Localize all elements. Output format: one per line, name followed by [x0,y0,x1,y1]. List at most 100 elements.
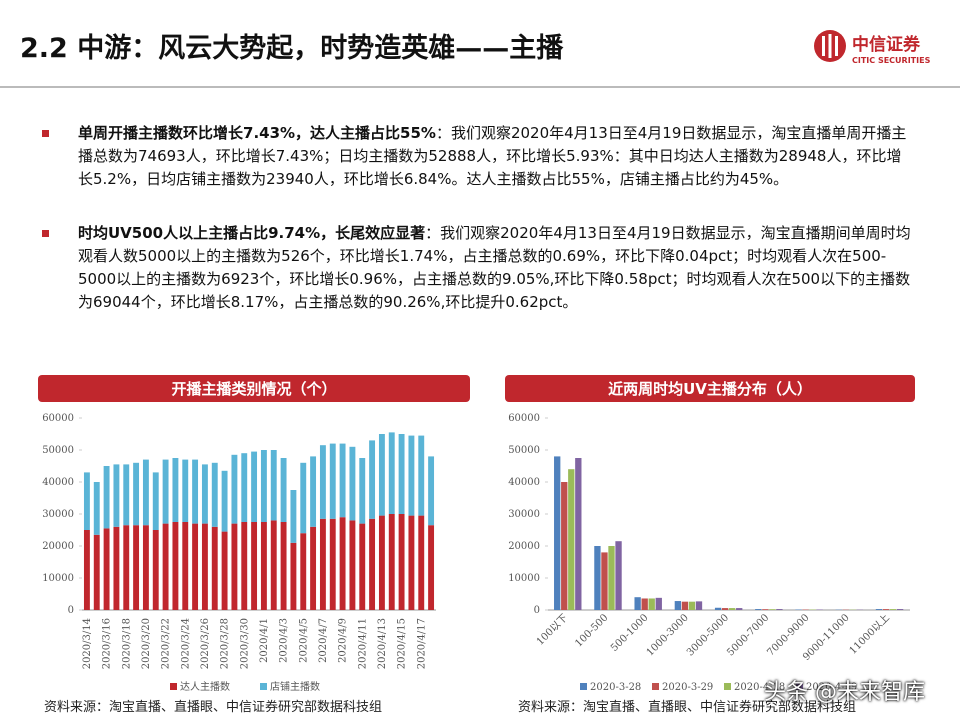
legend-label: 2020-3-28 [590,682,641,693]
bar-segment [339,517,346,610]
bar-segment [241,522,248,610]
x-tick-label: 2020/3/20 [141,618,152,669]
legend-swatch [652,683,659,690]
bar [695,601,703,610]
bar-segment [260,450,267,522]
legend-swatch [796,683,803,690]
x-tick-label: 5000-7000 [725,612,771,658]
bar-segment [162,523,169,610]
bar-segment [428,456,435,526]
bar-segment [231,454,238,524]
bar [634,597,641,610]
bar [561,482,568,610]
legend-swatch [724,683,731,690]
bar-segment [123,464,130,526]
x-tick-label: 11000以上 [847,612,892,657]
bar-segment [162,459,169,524]
legend-swatch [580,683,587,690]
bar-segment [300,533,307,610]
bar-segment [152,472,159,530]
x-tick-label: 2020/4/13 [377,618,388,669]
bar-segment [310,526,317,610]
x-tick-label: 2020/3/24 [180,618,191,669]
bar-segment [290,542,297,610]
y-tick-label: 30000 [42,509,74,520]
x-tick-label: 100-500 [573,612,610,649]
bar-segment [201,523,208,610]
legend-label: 2020-4-18 [734,682,785,693]
bar [554,456,561,610]
bar [882,609,890,610]
bar-segment [260,522,267,610]
x-tick-label: 2020/4/15 [397,618,408,669]
x-tick-label: 2020/4/5 [298,618,309,663]
bar-segment [339,443,346,518]
bullet: 时均UV500人以上主播占比9.74%，长尾效应显著：我们观察2020年4月13… [42,222,914,314]
bar-segment [310,456,317,527]
bar [575,458,582,610]
legend-swatch [170,683,177,690]
bar [608,546,615,610]
x-tick-label: 2020/4/7 [318,618,329,663]
watermark: 头条 @未来智库 [764,680,925,705]
bar [714,607,722,610]
bar-segment [182,522,189,610]
x-tick-label: 1000-3000 [645,612,691,658]
x-tick-label: 2020/4/3 [279,618,290,663]
bar-segment [359,523,366,610]
bar [601,552,608,610]
bar-segment [172,522,179,610]
bar-segment [280,458,287,522]
bar-segment [369,440,376,519]
x-tick-label: 2020/4/17 [416,618,427,669]
bar-segment [231,523,238,610]
logo-graphic: 中信证券 CITIC SECURITIES [814,30,931,65]
bullet-lead: 时均UV500人以上主播占比9.74%，长尾效应显著 [78,224,426,242]
bar-segment [388,432,395,514]
y-tick-label: 40000 [508,477,540,488]
bar-segment [359,458,366,524]
bar-segment [349,446,356,521]
bar [681,601,689,610]
bar-segment [251,451,258,522]
y-tick-label: 60000 [42,413,74,424]
x-tick-label: 2020/3/26 [200,618,211,669]
legend-label: 2020-4-19 [806,682,857,693]
source: 资料来源：淘宝直播、直播眼、中信证券研究部数据科技组 [518,700,857,715]
bar-segment [93,482,100,535]
bar-segment [211,462,218,527]
x-tick-label: 2020/3/18 [121,618,132,669]
legend-swatch [260,683,267,690]
bar-segment [378,434,385,516]
y-tick-label: 30000 [508,509,540,520]
x-tick-label: 500-1000 [609,612,651,654]
bar-segment [319,518,326,610]
bar-segment [192,459,199,524]
bar [875,609,883,610]
bar-segment [172,458,179,522]
bar-segment [142,459,149,526]
bar-segment [369,518,376,610]
bar [889,609,897,610]
legend-label: 店铺主播数 [270,680,320,693]
bar-segment [83,472,90,530]
bar-segment [428,525,435,610]
y-tick-label: 0 [534,605,540,616]
x-tick-label: 2020/3/22 [161,618,172,669]
logo-en: CITIC SECURITIES [852,56,931,65]
bar [568,469,575,610]
bar [655,597,662,610]
logo-cn: 中信证券 [852,34,921,55]
bar-segment [113,526,120,610]
bar [769,609,776,610]
bar-segment [398,434,405,514]
x-tick-label: 100以下 [535,612,570,647]
x-tick-label: 3000-5000 [685,612,731,658]
bar-segment [113,464,120,527]
source: 资料来源：淘宝直播、直播眼、中信证券研究部数据科技组 [44,700,383,715]
chart-title: 开播主播类别情况（个） [171,380,336,398]
header-rule [0,86,960,88]
bar-segment [182,459,189,522]
bar-segment [408,435,415,516]
